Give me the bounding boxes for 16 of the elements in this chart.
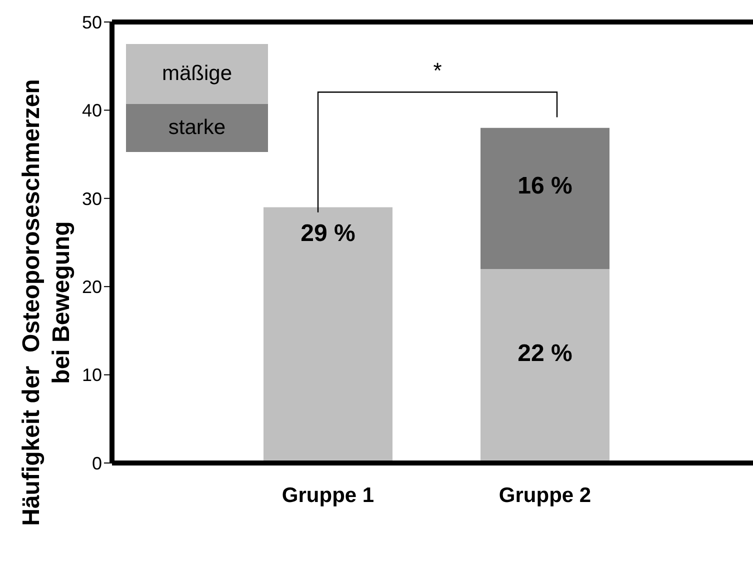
y-tick-label: 50 [82, 12, 102, 32]
x-tick-label: Gruppe 1 [282, 484, 374, 507]
data-label: 16 % [518, 172, 572, 200]
annotation: * [433, 58, 442, 84]
text: mäßige [126, 44, 268, 104]
text: starke [126, 104, 268, 152]
data-label: 22 % [518, 340, 572, 367]
y-tick-label: 20 [82, 276, 102, 297]
x-tick-label: Gruppe 2 [498, 484, 592, 507]
bar [480, 128, 610, 269]
y-axis-title: Häufigkeit der Osteoporoseschmerzen bei Bewegung [18, 79, 75, 526]
y-tick-label: 0 [92, 453, 102, 474]
y-tick-label: 10 [82, 365, 102, 386]
y-tick-label: 30 [82, 188, 102, 209]
data-label: 29 % [300, 220, 356, 248]
y-tick-label: 40 [82, 100, 102, 121]
